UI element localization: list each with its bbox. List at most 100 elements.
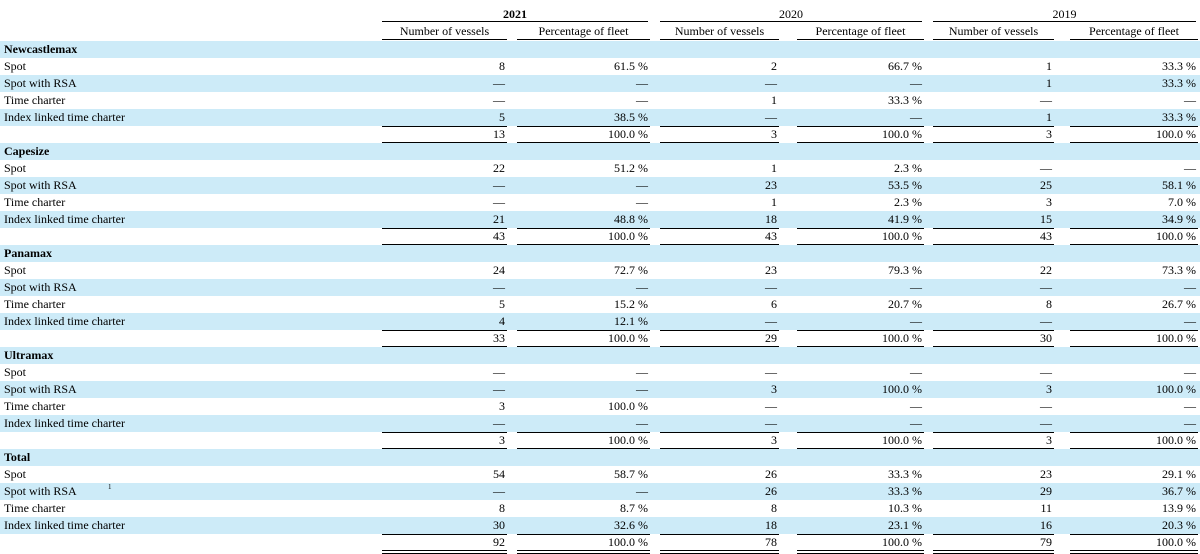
subtotal-rule [517, 126, 650, 127]
section-title-row: Ultramax [0, 347, 1200, 364]
total-fleet-percentage: 100.0 % [1156, 127, 1196, 141]
row-label: Time charter [4, 297, 66, 311]
fleet-percentage: — [1184, 161, 1196, 175]
subtotal-rule [933, 330, 1054, 331]
vessel-count: — [493, 76, 505, 90]
table-row: Spot with RSA — — — — — — [0, 279, 1200, 296]
fleet-percentage: — [1184, 314, 1196, 328]
subtotal-rule [1070, 228, 1198, 229]
total-fleet-percentage: 100.0 % [608, 229, 648, 243]
section-title: Newcastlemax [4, 42, 78, 56]
subtotal-rule [660, 330, 779, 331]
row-label: Index linked time charter [4, 212, 125, 226]
fleet-percentage: — [910, 399, 922, 413]
vessel-count: 8 [499, 501, 505, 515]
total-fleet-percentage: 100.0 % [1156, 331, 1196, 345]
subtotal-rule [1070, 330, 1198, 331]
row-label: Spot [4, 263, 27, 277]
vessel-count: 1 [1046, 76, 1052, 90]
total-fleet-percentage: 100.0 % [1156, 229, 1196, 243]
subtotal-rule [797, 534, 924, 535]
total-vessel-count: 3 [1046, 127, 1052, 141]
table-row: Index linked time charter 21 48.8 % 18 41.9 … [0, 211, 1200, 228]
number-of-vessels-header: Number of vessels [948, 24, 1039, 38]
fleet-percentage: 12.1 % [614, 314, 648, 328]
table-row: Spot 22 51.2 % 1 2.3 % — — [0, 160, 1200, 177]
section-title: Panamax [4, 246, 52, 260]
fleet-percentage: 23.1 % [888, 518, 922, 532]
table-row: Spot 8 61.5 % 2 66.7 % 1 33.3 % [0, 58, 1200, 75]
table-row: Spot 54 58.7 % 26 33.3 % 23 29.1 % [0, 466, 1200, 483]
vessel-count: 21 [493, 212, 505, 226]
fleet-percentage: 2.3 % [894, 195, 922, 209]
table-row: Time charter — — 1 2.3 % 3 7.0 % [0, 194, 1200, 211]
vessel-count: 26 [765, 467, 777, 481]
fleet-percentage: 51.2 % [614, 161, 648, 175]
vessel-count: — [493, 416, 505, 430]
table-row: Spot with RSA — — 23 53.5 % 25 58.1 % [0, 177, 1200, 194]
vessel-count: 5 [499, 297, 505, 311]
fleet-percentage: 10.3 % [888, 501, 922, 515]
vessel-count: 18 [765, 212, 777, 226]
row-label: Spot with RSA [4, 484, 77, 498]
vessel-count: 22 [1040, 263, 1052, 277]
vessel-count: — [1040, 280, 1052, 294]
fleet-percentage: 33.3 % [1162, 110, 1196, 124]
subtotal-rule [933, 534, 1054, 535]
row-label: Time charter [4, 501, 66, 515]
total-fleet-percentage: 100.0 % [608, 331, 648, 345]
row-label: Index linked time charter [4, 416, 125, 430]
year-header-2019: 2019 [1052, 7, 1077, 21]
fleet-percentage: 32.6 % [614, 518, 648, 532]
total-fleet-percentage: 100.0 % [1156, 433, 1196, 447]
fleet-percentage: — [1184, 365, 1196, 379]
subtotal-rule [1070, 432, 1198, 433]
fleet-percentage: 7.0 % [1168, 195, 1196, 209]
subheader-rule [660, 39, 779, 40]
fleet-percentage: 33.3 % [888, 93, 922, 107]
fleet-percentage: 73.3 % [1162, 263, 1196, 277]
row-label: Spot [4, 467, 27, 481]
fleet-percentage: 53.5 % [888, 178, 922, 192]
section-title: Ultramax [4, 348, 54, 362]
subtotal-rule [517, 432, 650, 433]
fleet-percentage: — [910, 416, 922, 430]
total-vessel-count: 13 [493, 127, 505, 141]
fleet-percentage: — [1184, 280, 1196, 294]
total-vessel-count: 3 [771, 433, 777, 447]
row-label: Index linked time charter [4, 314, 125, 328]
vessel-count: 1 [771, 93, 777, 107]
fleet-percentage: 2.3 % [894, 161, 922, 175]
vessel-count: — [493, 195, 505, 209]
subheader-rule [517, 39, 650, 40]
vessel-count: 3 [499, 399, 505, 413]
table-row: Index linked time charter 4 12.1 % — — — — [0, 313, 1200, 330]
fleet-percentage: 13.9 % [1162, 501, 1196, 515]
fleet-percentage: 20.3 % [1162, 518, 1196, 532]
total-fleet-percentage: 100.0 % [608, 535, 648, 549]
vessel-count: 24 [493, 263, 505, 277]
total-vessel-count: 30 [1040, 331, 1052, 345]
fleet-percentage: 33.3 % [888, 484, 922, 498]
fleet-percentage: 61.5 % [614, 59, 648, 73]
vessel-count: 26 [765, 484, 777, 498]
total-fleet-percentage: 100.0 % [882, 331, 922, 345]
fleet-percentage: — [636, 195, 648, 209]
fleet-percentage: — [636, 382, 648, 396]
vessel-count: 8 [771, 501, 777, 515]
total-vessel-count: 3 [1046, 433, 1052, 447]
vessel-count: — [765, 314, 777, 328]
total-vessel-count: 29 [765, 331, 777, 345]
total-double-rule [660, 550, 779, 554]
subtotal-rule [797, 228, 924, 229]
vessel-count: 3 [1046, 382, 1052, 396]
percentage-of-fleet-header: Percentage of fleet [1089, 24, 1179, 38]
subtotal-rule [382, 432, 507, 433]
total-vessel-count: 33 [493, 331, 505, 345]
vessel-count: 16 [1040, 518, 1052, 532]
fleet-percentage: — [910, 76, 922, 90]
number-of-vessels-header: Number of vessels [674, 24, 765, 38]
row-label: Time charter [4, 195, 66, 209]
total-vessel-count: 79 [1040, 535, 1052, 549]
total-row: 92 100.0 % 78 100.0 % 79 100.0 % [0, 534, 1200, 551]
